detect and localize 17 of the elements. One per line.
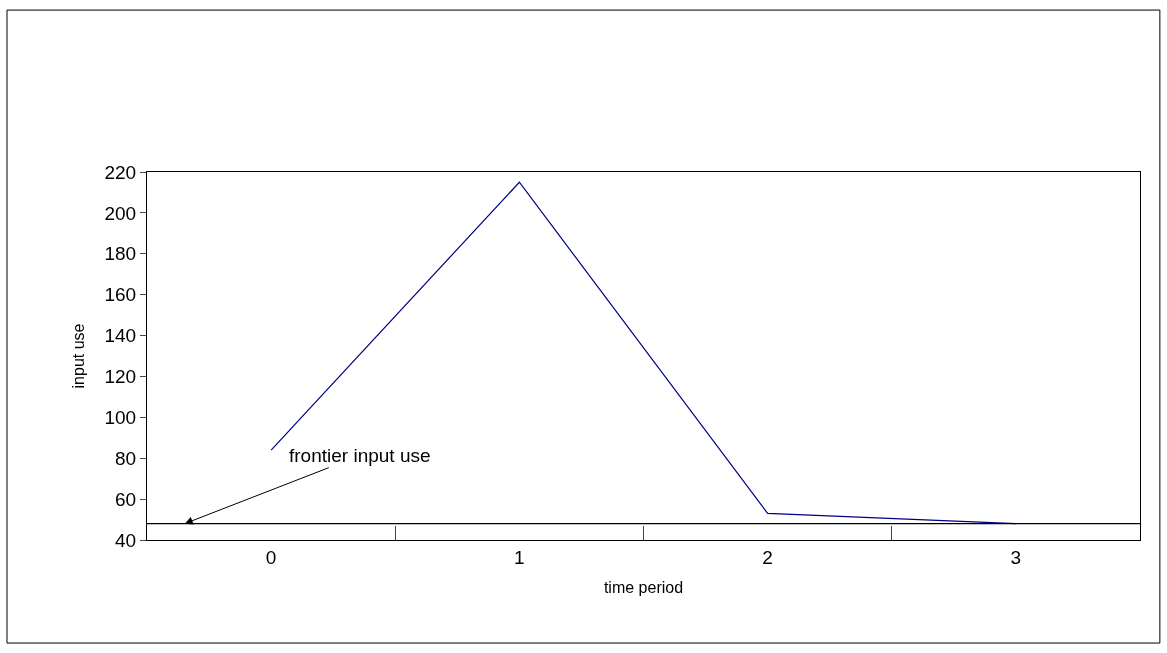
y-tick-label: 120 [104, 366, 137, 388]
y-tick-label: 80 [115, 447, 137, 469]
x-tick-label: 1 [514, 546, 525, 568]
y-tick-label: 220 [104, 161, 137, 183]
y-tick-label: 160 [104, 284, 137, 306]
y-tick-label: 140 [104, 325, 137, 347]
y-tick-label: 60 [115, 488, 137, 510]
x-tick-label: 2 [762, 546, 773, 568]
ref-line-label: frontier input use [289, 445, 431, 466]
x-tick-label: 3 [1010, 546, 1022, 568]
x-tick-label: 0 [265, 546, 277, 568]
y-tick-label: 200 [104, 202, 137, 224]
y-tick-label: 40 [115, 529, 137, 551]
x-axis-title: time period [603, 579, 684, 597]
y-tick-label: 100 [104, 406, 137, 428]
y-axis-title: input use [70, 323, 88, 389]
y-tick-label: 180 [104, 243, 137, 265]
